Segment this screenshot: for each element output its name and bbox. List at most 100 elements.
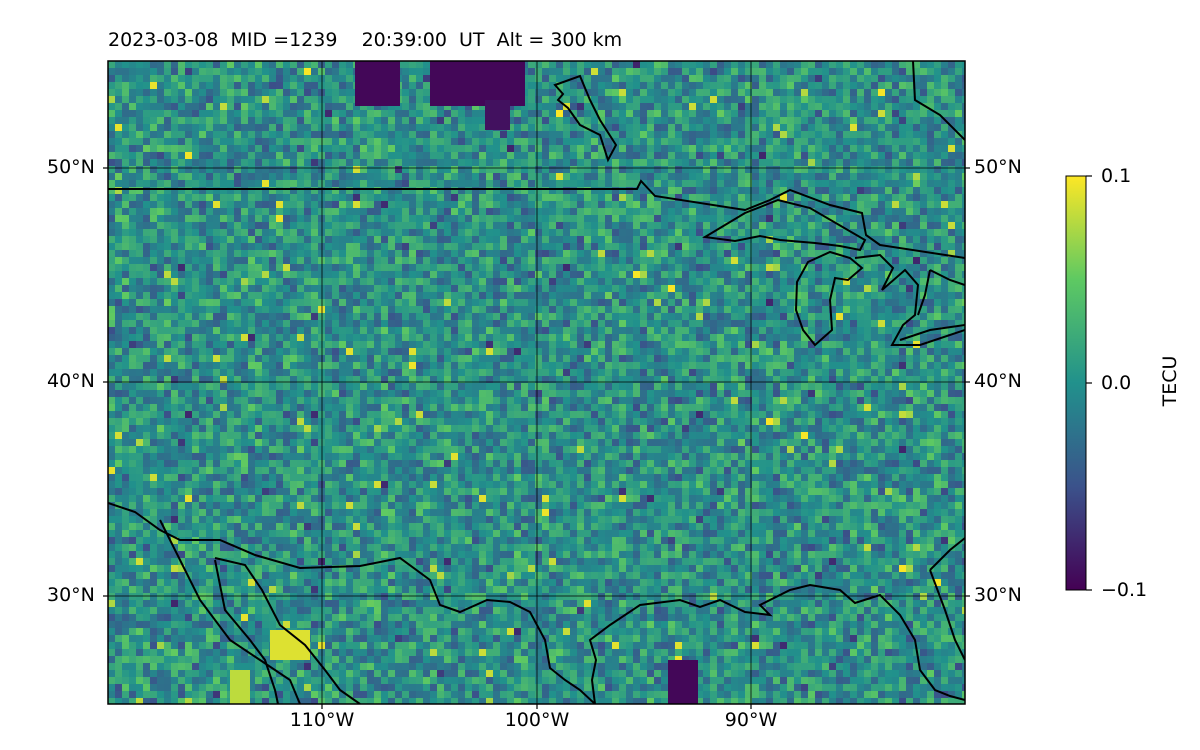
tec-cell xyxy=(787,68,795,76)
tec-cell xyxy=(332,271,340,279)
tec-cell xyxy=(717,250,725,258)
tec-cell xyxy=(857,166,865,174)
tec-cell xyxy=(416,82,424,90)
tec-cell xyxy=(374,299,382,307)
tec-cell xyxy=(409,68,417,76)
tec-cell xyxy=(598,229,606,237)
tec-cell xyxy=(262,180,270,188)
tec-cell xyxy=(598,103,606,111)
tec-cell xyxy=(927,299,935,307)
tec-cell xyxy=(346,166,354,174)
tec-cell xyxy=(339,124,347,132)
tec-cell xyxy=(836,320,844,328)
tec-cell xyxy=(108,89,116,97)
tec-cell xyxy=(143,313,151,321)
tec-cell xyxy=(283,236,291,244)
tec-cell xyxy=(241,110,249,118)
tec-cell xyxy=(682,166,690,174)
tec-cell xyxy=(423,285,431,293)
tec-cell xyxy=(717,103,725,111)
tec-cell xyxy=(493,257,501,265)
tec-cell xyxy=(619,131,627,139)
tec-cell xyxy=(283,131,291,139)
tec-cell xyxy=(199,75,207,83)
tec-cell xyxy=(528,250,536,258)
tec-cell xyxy=(332,243,340,251)
tec-cell xyxy=(948,145,956,153)
tec-cell xyxy=(948,166,956,174)
tec-cell xyxy=(927,271,935,279)
tec-cell xyxy=(388,236,396,244)
tec-cell xyxy=(766,306,774,314)
tec-cell xyxy=(500,187,508,195)
tec-cell xyxy=(794,166,802,174)
tec-cell xyxy=(395,110,403,118)
tec-cell xyxy=(920,187,928,195)
tec-cell xyxy=(332,110,340,118)
tec-cell xyxy=(108,138,116,146)
tec-cell xyxy=(759,229,767,237)
tec-cell xyxy=(241,229,249,237)
tec-cell xyxy=(661,320,669,328)
tec-cell xyxy=(430,299,438,307)
tec-cell xyxy=(325,208,333,216)
tec-cell xyxy=(290,334,298,342)
tec-cell xyxy=(136,131,144,139)
tec-cell xyxy=(871,96,879,104)
tec-cell xyxy=(402,285,410,293)
tec-cell xyxy=(444,285,452,293)
tec-cell xyxy=(521,334,529,342)
tec-cell xyxy=(143,243,151,251)
tec-cell xyxy=(122,194,130,202)
tec-cell xyxy=(927,173,935,181)
tec-cell xyxy=(626,96,634,104)
tec-cell xyxy=(269,96,277,104)
tec-cell xyxy=(850,159,858,167)
tec-cell xyxy=(654,117,662,125)
tec-cell xyxy=(626,236,634,244)
tec-cell xyxy=(731,68,739,76)
tec-cell xyxy=(325,180,333,188)
tec-cell xyxy=(857,306,865,314)
tec-cell xyxy=(276,110,284,118)
tec-cell xyxy=(549,264,557,272)
tec-cell xyxy=(717,229,725,237)
tec-cell xyxy=(773,61,781,69)
tec-cell xyxy=(528,68,536,76)
tec-cell xyxy=(822,138,830,146)
tec-cell xyxy=(360,299,368,307)
tec-cell xyxy=(556,117,564,125)
tec-cell xyxy=(738,138,746,146)
tec-cell xyxy=(878,89,886,97)
tec-cell xyxy=(871,152,879,160)
tec-cell xyxy=(913,222,921,230)
tec-cell xyxy=(864,138,872,146)
tec-cell xyxy=(626,264,634,272)
tec-cell xyxy=(220,117,228,125)
tec-cell xyxy=(395,180,403,188)
tec-cell xyxy=(696,313,704,321)
tec-cell xyxy=(626,257,634,265)
tec-cell xyxy=(332,285,340,293)
tec-cell xyxy=(864,187,872,195)
tec-cell xyxy=(899,313,907,321)
tec-cell xyxy=(381,124,389,132)
tec-cell xyxy=(780,299,788,307)
tec-cell xyxy=(808,138,816,146)
tec-cell xyxy=(458,201,466,209)
tec-cell xyxy=(220,103,228,111)
tec-cell xyxy=(941,243,949,251)
tec-cell xyxy=(192,341,200,349)
tec-cell xyxy=(773,306,781,314)
tec-cell xyxy=(563,222,571,230)
tec-cell xyxy=(752,103,760,111)
tec-cell xyxy=(395,257,403,265)
tec-cell xyxy=(346,243,354,251)
tec-cell xyxy=(941,250,949,258)
tec-cell xyxy=(346,110,354,118)
tec-cell xyxy=(339,271,347,279)
tec-cell xyxy=(941,313,949,321)
tec-cell xyxy=(444,278,452,286)
tec-cell xyxy=(115,292,123,300)
tec-cell xyxy=(724,194,732,202)
